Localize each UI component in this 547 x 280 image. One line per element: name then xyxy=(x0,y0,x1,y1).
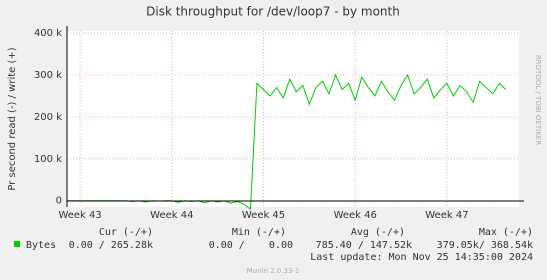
y-tick-label: 0 xyxy=(56,196,62,207)
legend-stat: 785.40 / 147.52k xyxy=(316,240,412,251)
legend-header: Avg (-/+) xyxy=(351,227,405,238)
y-tick-label: 200 k xyxy=(34,112,62,123)
legend-header: Max (-/+) xyxy=(479,227,533,238)
plot-area xyxy=(67,31,519,207)
legend-stat: 0.00 / 0.00 xyxy=(209,240,293,251)
legend-stat: 0.00 / 265.28k xyxy=(69,240,153,251)
last-update: Last update: Mon Nov 25 14:35:00 2024 xyxy=(310,252,533,263)
side-label: RRDTOOL / TOBI OETIKER xyxy=(534,55,542,145)
legend-stat: 379.05k/ 368.54k xyxy=(437,240,533,251)
y-axis-label: Pr second read (-) / write (+) xyxy=(7,47,18,190)
x-tick-label: Week 43 xyxy=(58,210,101,221)
x-tick-label: Week 46 xyxy=(334,210,377,221)
chart-title: Disk throughput for /dev/loop7 - by mont… xyxy=(146,5,400,19)
legend-swatch xyxy=(14,241,20,247)
x-tick-label: Week 44 xyxy=(150,210,193,221)
y-tick-label: 400 k xyxy=(34,28,62,39)
legend-header: Min (-/+) xyxy=(232,227,286,238)
y-tick-label: 100 k xyxy=(34,154,62,165)
x-tick-label: Week 47 xyxy=(425,210,468,221)
legend-header: Cur (-/+) xyxy=(99,227,153,238)
footer: Munin 2.0.33-1 xyxy=(247,267,300,275)
y-tick-label: 300 k xyxy=(34,70,62,81)
legend-label: Bytes xyxy=(26,240,56,251)
x-tick-label: Week 45 xyxy=(242,210,285,221)
